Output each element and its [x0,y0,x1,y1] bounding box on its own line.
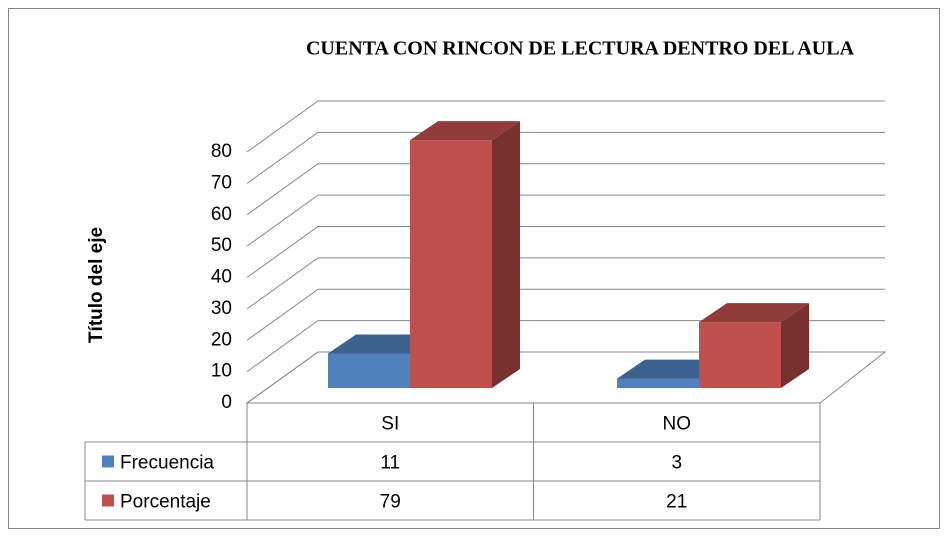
table-value: 21 [666,492,687,513]
y-tick-label: 20 [211,329,232,350]
grid-line [246,100,885,153]
bar-top [410,121,520,141]
y-tick-label: 70 [211,172,232,193]
x-tick-label: NO [663,414,692,435]
y-tick-label: 40 [211,267,232,288]
bar [410,140,492,388]
grid-line [246,320,885,373]
x-tick-label: SI [381,414,399,435]
y-axis-title: Título del eje [86,227,107,343]
y-tick-label: 60 [211,204,232,225]
grid-line [246,163,885,216]
grid-line [246,131,885,184]
y-tick-label: 80 [211,141,232,162]
grid-line [246,194,885,247]
table-value: 79 [380,492,401,513]
grid-line [246,288,885,341]
bar-side [492,121,520,388]
legend-label: Porcentaje [120,492,211,513]
grid-line [246,351,885,404]
y-tick-label: 10 [211,361,232,382]
bar [699,322,781,388]
grid-line [246,226,885,278]
y-tick-label: 50 [211,235,232,256]
table-value: 3 [671,453,682,474]
table-value: 11 [380,453,400,474]
y-tick-label: 30 [211,298,232,319]
bar-side [781,303,809,388]
grid-line [246,257,885,310]
legend-label: Frecuencia [120,453,214,474]
y-tick-label: 0 [221,392,232,413]
legend-key [102,455,114,468]
bar [617,378,699,388]
bar [328,353,410,388]
bar-top [699,303,809,323]
legend-key [102,494,114,507]
chart-title: CUENTA CON RINCON DE LECTURA DENTRO DEL … [306,38,855,60]
